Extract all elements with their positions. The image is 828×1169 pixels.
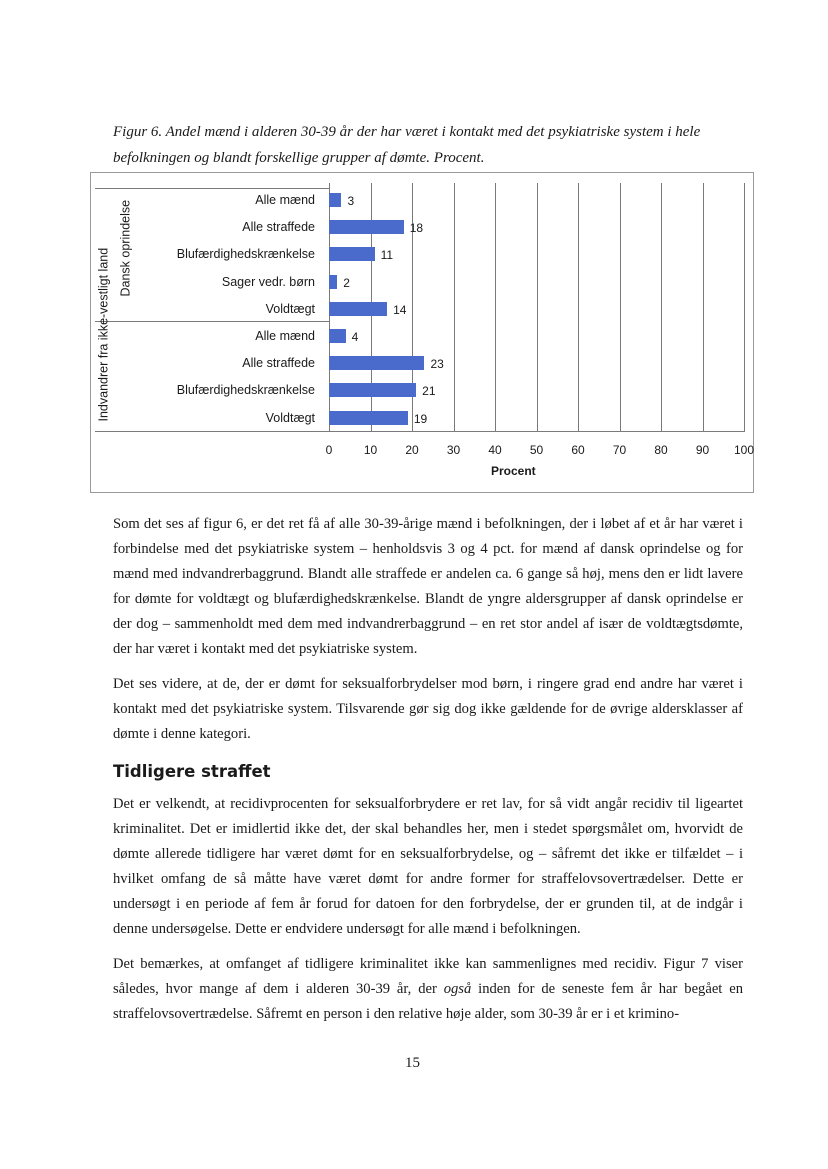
x-tick-label: 90 (695, 443, 710, 457)
bar (329, 274, 338, 289)
data-label: 2 (343, 275, 350, 290)
x-tick-label: 10 (363, 443, 378, 457)
bar (329, 193, 342, 207)
category-label: Alle mænd (255, 329, 315, 343)
data-label: 14 (393, 302, 407, 317)
category-label: Blufærdighedskrænkelse (176, 247, 315, 262)
bar (329, 329, 346, 343)
x-tick-label: 100 (733, 443, 755, 457)
bar (329, 301, 388, 316)
data-label: 18 (409, 221, 424, 236)
paragraph-4-text-a: Det bemærkes, at omfanget af tidligere k… (113, 956, 743, 997)
page-number: 15 (405, 1055, 420, 1071)
category-label: Sager vedr. børn (221, 274, 315, 289)
data-label: 3 (347, 194, 355, 208)
data-label: 4 (351, 330, 359, 344)
group-label-indvandrer: Indvandrer fra ikke-vestligt land (96, 247, 111, 422)
data-label: 11 (380, 248, 394, 263)
x-tick-label: 40 (488, 443, 502, 457)
category-label: Alle straffede (242, 220, 315, 235)
gridline (578, 183, 579, 431)
x-axis-label: Procent (491, 464, 536, 478)
gridline (744, 183, 745, 431)
category-label: Voldtægt (265, 410, 315, 425)
data-label: 21 (422, 384, 436, 399)
group-divider (95, 321, 330, 322)
bar (329, 220, 404, 235)
paragraph-4-text-b: inden for de seneste fem år har begået e… (113, 981, 743, 1022)
paragraph-2: Det ses videre, at de, der er dømt for s… (113, 676, 743, 742)
data-label: 23 (430, 357, 444, 372)
data-label: 19 (413, 411, 428, 426)
x-tick-label: 0 (325, 443, 333, 457)
gridline (412, 183, 413, 431)
bar (329, 410, 408, 425)
paragraph-4: Det bemærkes, at omfanget af tidligere k… (113, 952, 743, 1027)
gridline (661, 183, 662, 431)
x-tick-label: 50 (529, 443, 544, 457)
paragraph-1: Som det ses af figur 6, er det ret få af… (113, 516, 743, 657)
paragraph-4-emphasis: også (443, 981, 472, 997)
bar (329, 356, 425, 371)
gridline (536, 183, 538, 431)
x-tick-label: 60 (571, 443, 585, 457)
figure-caption: Figur 6. Andel mænd i alderen 30-39 år d… (113, 124, 701, 166)
paragraph-3: Det er velkendt, at recidivprocenten for… (113, 796, 743, 937)
gridline (495, 183, 496, 431)
category-label: Alle straffede (242, 356, 315, 371)
category-label: Alle mænd (255, 193, 315, 207)
gridline (702, 183, 704, 431)
group-label-dansk: Dansk oprindelse (118, 199, 133, 297)
x-tick-label: 80 (654, 443, 668, 457)
x-tick-label: 70 (612, 443, 627, 457)
gridline (453, 183, 455, 431)
plot-bottom-line (95, 431, 745, 432)
category-label: Blufærdighedskrænkelse (176, 383, 315, 398)
bar-chart: Dansk oprindelse Indvandrer fra ikke-ves… (90, 172, 754, 493)
section-heading: Tidligere straffet (113, 762, 271, 781)
bar (329, 247, 375, 262)
gridline (619, 183, 621, 431)
category-label: Voldtægt (265, 301, 315, 316)
group-top-line (95, 188, 330, 189)
x-tick-label: 20 (405, 443, 419, 457)
x-tick-label: 30 (446, 443, 461, 457)
bar (329, 383, 417, 398)
